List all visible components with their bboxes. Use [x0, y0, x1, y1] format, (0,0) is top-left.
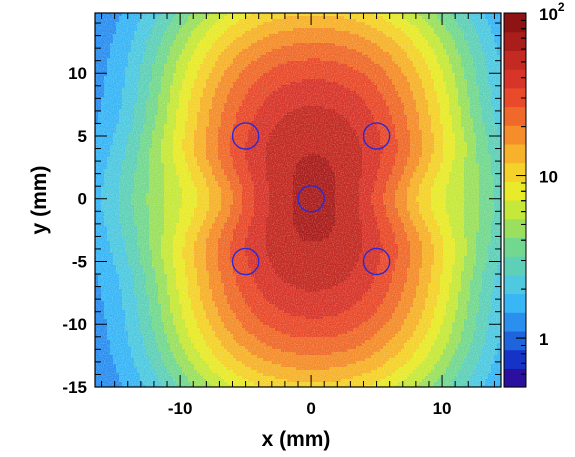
- heatmap: [95, 13, 501, 387]
- colorbar-segment: [504, 330, 526, 351]
- y-tick-label: 0: [78, 190, 87, 209]
- circle-marker: [231, 122, 260, 150]
- y-axis-title: y (mm): [28, 166, 51, 235]
- colorbar-segment: [504, 162, 526, 182]
- colorbar-segment: [504, 31, 526, 51]
- circle-marker: [297, 184, 325, 213]
- colorbar-tick-label: 10: [539, 168, 558, 187]
- x-tick-label: 0: [306, 399, 315, 418]
- colorbar-segment: [504, 13, 526, 33]
- colorbar-segment: [504, 256, 526, 276]
- circle-markers: [231, 122, 391, 276]
- colorbar-segment: [504, 87, 526, 108]
- colorbar-segment: [504, 349, 526, 369]
- x-tick-label: -10: [168, 399, 193, 418]
- y-axis-ticks: 10 5 0 -5 -10 -15: [62, 22, 501, 397]
- y-tick-label: 10: [68, 64, 87, 83]
- x-axis-title: x (mm): [262, 428, 331, 451]
- colorbar-segment: [504, 125, 526, 145]
- y-tick-label: -15: [62, 378, 87, 397]
- colorbar-segment: [504, 312, 526, 332]
- colorbar-segment: [504, 181, 526, 201]
- colorbar-segment: [504, 200, 526, 220]
- x-tick-label: 10: [433, 399, 452, 418]
- colorbar: 102 10 1: [503, 0, 565, 388]
- colorbar-segment: [504, 293, 526, 313]
- circle-marker: [362, 247, 391, 276]
- colorbar-segment: [504, 274, 526, 295]
- y-tick-label: 5: [78, 127, 87, 146]
- colorbar-segment: [504, 218, 526, 238]
- circle-marker: [362, 122, 391, 150]
- colorbar-segment: [504, 143, 526, 164]
- colorbar-tick-label: 1: [539, 330, 548, 349]
- colorbar-segment: [504, 50, 526, 70]
- colorbar-segment: [504, 237, 526, 257]
- circle-marker: [231, 247, 260, 276]
- colorbar-segment: [504, 69, 526, 89]
- colorbar-tick-label: 102: [539, 0, 565, 24]
- colorbar-segment: [504, 368, 526, 388]
- x-axis-ticks: -10 0 10: [101, 13, 495, 418]
- y-tick-label: -5: [72, 252, 87, 271]
- colorbar-segment: [504, 106, 526, 126]
- y-tick-label: -10: [62, 315, 87, 334]
